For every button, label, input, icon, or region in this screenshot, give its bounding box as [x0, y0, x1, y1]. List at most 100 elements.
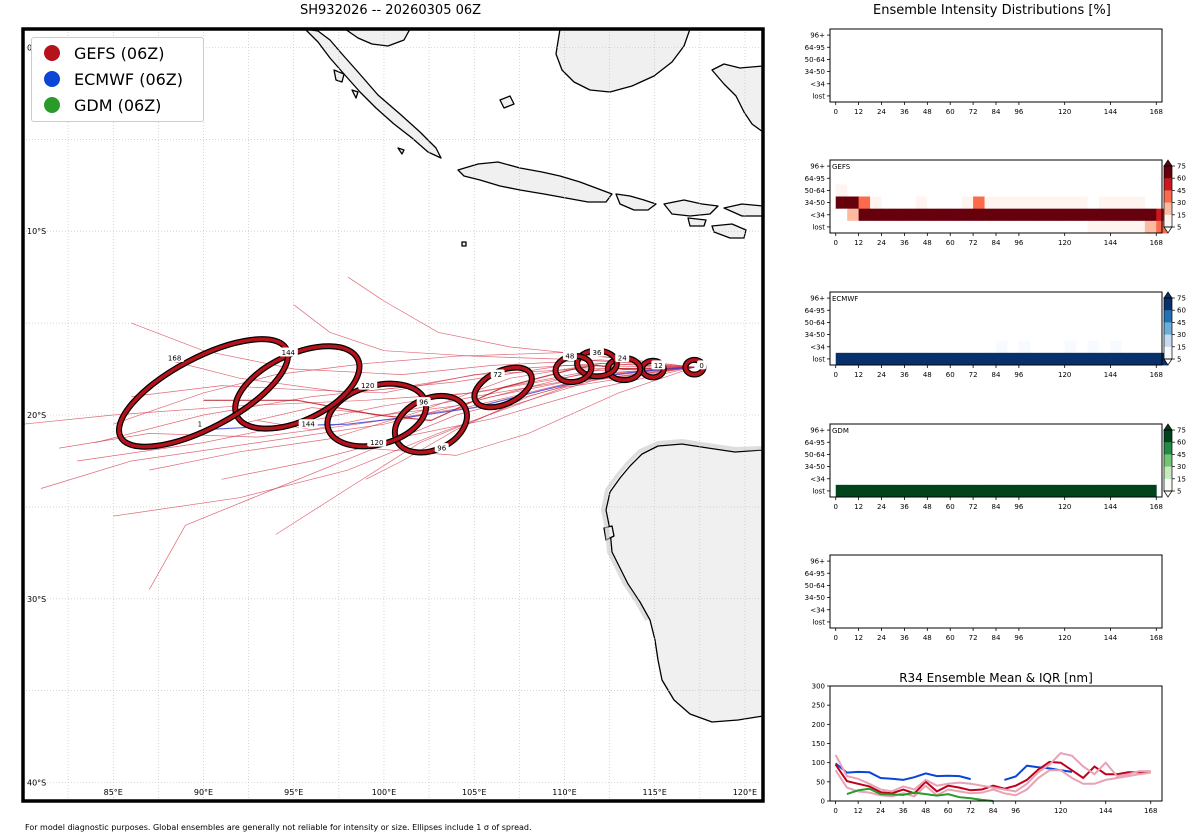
heat-cell: [1121, 340, 1134, 354]
row-label: <34: [810, 211, 825, 219]
heat-cell: [1144, 448, 1157, 461]
heat-cell: [1030, 196, 1043, 210]
heat-cell: [1110, 472, 1123, 486]
heat-cell: [915, 196, 928, 210]
heat-cell: [1144, 352, 1157, 366]
heat-cell: [1030, 472, 1043, 486]
colorbar-label: 30: [1177, 199, 1186, 207]
heat-cell: [973, 340, 985, 354]
heat-cell: [1087, 208, 1100, 222]
row-label: 34-50: [805, 331, 825, 339]
heat-cell: [996, 472, 1008, 486]
member-track: [365, 366, 695, 480]
heat-cell: [973, 184, 985, 197]
row-label: 34-50: [805, 463, 825, 471]
heat-cell: [847, 448, 860, 461]
row-label: 34-50: [805, 199, 825, 207]
heat-cell: [1144, 160, 1157, 173]
hour-label: 120: [1058, 634, 1071, 642]
heat-cell: [927, 352, 940, 366]
colorbar-segment: [1164, 166, 1172, 179]
hour-label: 72: [969, 371, 978, 379]
heat-cell: [1110, 208, 1123, 222]
ellipse-label: 24: [618, 355, 627, 363]
heat-cell: [915, 292, 928, 305]
heat-cell: [927, 304, 940, 317]
ellipse-label-bg: [490, 369, 505, 379]
heat-cell: [984, 208, 997, 222]
colorbar-label: 60: [1177, 439, 1186, 447]
colorbar-label: 30: [1177, 463, 1186, 471]
heat-cell: [904, 484, 917, 498]
row-label: 50-64: [805, 56, 826, 64]
intensity-panels: 96+ 64-95 50-64 34-50 <34 lost 0 12 24 36 48 60 72 84…: [805, 28, 1186, 815]
r34-xtick-label: 12: [854, 807, 863, 815]
heat-cell: [1121, 484, 1134, 498]
land-sulawesi: [711, 63, 763, 133]
heat-cell: [1076, 448, 1088, 461]
heat-cell: [1099, 196, 1111, 210]
hour-label: 96: [1014, 371, 1023, 379]
hour-label: 24: [877, 503, 886, 511]
heat-cell: [1018, 172, 1031, 185]
colorbar-label: 5: [1177, 356, 1181, 364]
ellipse-label-bg: [298, 419, 318, 429]
r34-ytick-label: 150: [812, 740, 825, 748]
heat-cell: [870, 340, 882, 354]
heat-cell: [1007, 460, 1020, 474]
heat-cell: [847, 424, 860, 437]
heat-cell: [1053, 220, 1066, 234]
hour-label: 48: [923, 371, 932, 379]
land-masses: [304, 29, 763, 723]
colorbar-segment: [1164, 478, 1172, 492]
heat-cell: [1133, 436, 1146, 449]
r34-xtick-label: 0: [833, 807, 837, 815]
hour-label: 72: [969, 634, 978, 642]
heat-cell: [1007, 304, 1020, 317]
heat-cell: [847, 172, 860, 185]
heat-cell: [1007, 328, 1020, 342]
heat-cell: [1041, 424, 1054, 437]
hour-label: 168: [1150, 108, 1163, 116]
member-track: [113, 366, 695, 517]
heat-cell: [892, 424, 905, 437]
heat-cell: [1018, 316, 1031, 329]
heat-cell: [892, 460, 905, 474]
heat-cell: [984, 472, 997, 486]
colorbar-segment: [1164, 322, 1172, 335]
hour-label: 120: [1058, 503, 1071, 511]
colorbar-label: 5: [1177, 224, 1181, 232]
ellipse-label-bg: [165, 353, 185, 363]
heat-cell: [996, 292, 1008, 305]
colorbar-label: 75: [1177, 163, 1186, 171]
heat-cell: [1110, 220, 1123, 234]
heat-cell: [984, 304, 997, 317]
heat-cell: [1053, 184, 1066, 197]
heat-cell: [881, 436, 894, 449]
heat-cell: [1064, 184, 1077, 197]
heat-cell: [1099, 316, 1111, 329]
heat-cell: [1121, 220, 1134, 234]
heat-cell: [927, 328, 940, 342]
heat-cell: [835, 448, 848, 461]
heat-cell: [927, 172, 940, 185]
r34-xtick-label: 96: [1011, 807, 1020, 815]
heat-cell: [892, 304, 905, 317]
lon-label: 85°E: [104, 788, 123, 797]
r34-ytick-label: 300: [812, 683, 825, 691]
heat-cell: [1144, 424, 1157, 437]
lat-label: 40°S: [27, 779, 46, 788]
heat-cell: [1110, 292, 1123, 305]
hour-label: 120: [1058, 108, 1071, 116]
heat-cell: [1030, 424, 1043, 437]
heat-cell: [904, 436, 917, 449]
heat-cell: [1087, 472, 1100, 486]
heat-cell: [950, 340, 963, 354]
heat-cell: [1064, 304, 1077, 317]
heat-cell: [1064, 448, 1077, 461]
r34-chart: R34 Ensemble Mean & IQR [nm] 0 50 100 150 200…: [812, 671, 1163, 815]
heat-cell: [858, 448, 871, 461]
heat-cell: [870, 220, 882, 234]
heat-cell: [847, 160, 860, 173]
heat-cell: [915, 160, 928, 173]
